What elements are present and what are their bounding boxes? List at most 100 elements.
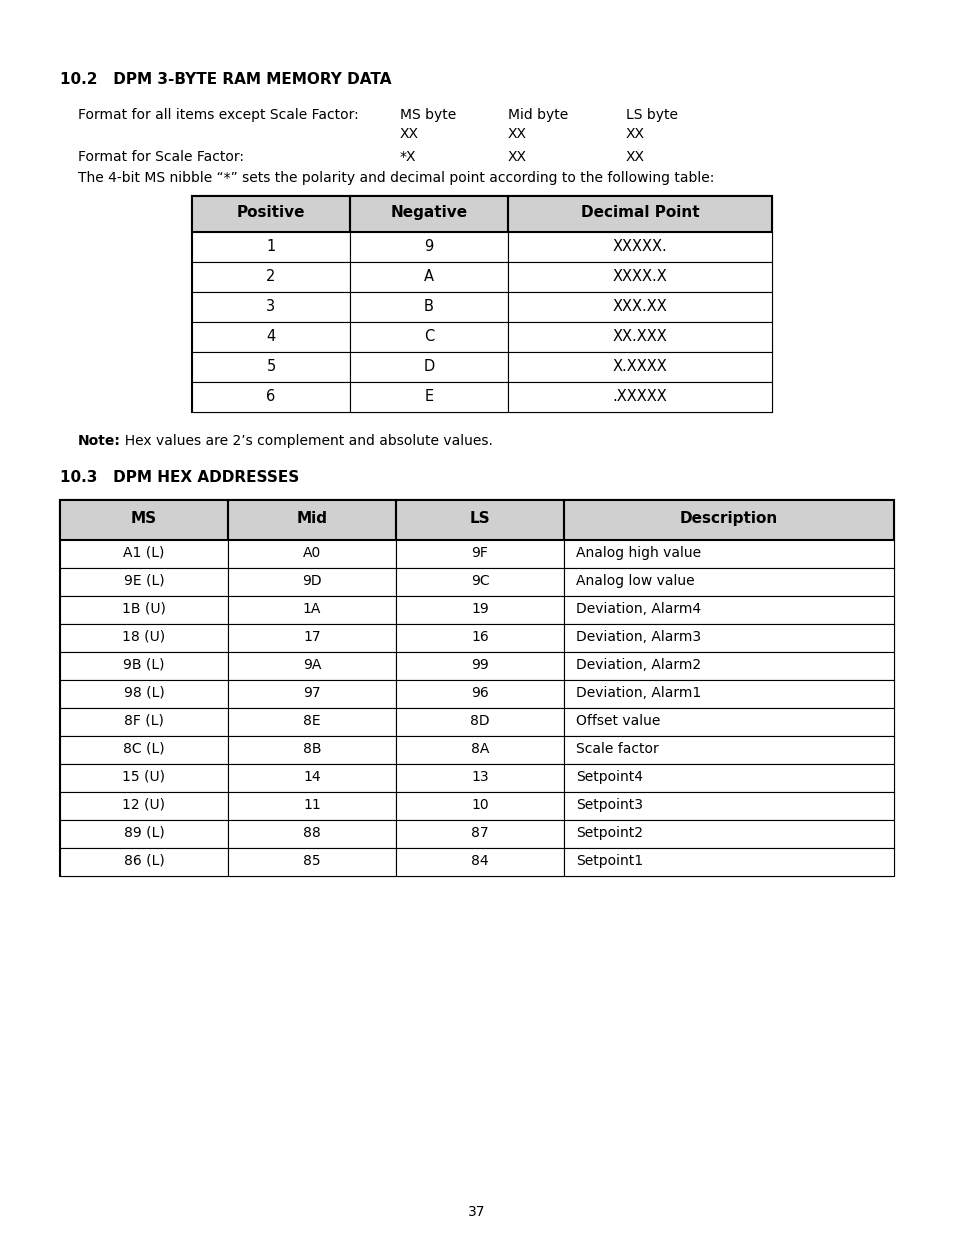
Bar [350, 262, 507, 291]
Bar [507, 291, 771, 322]
Text: 10.2   DPM 3-BYTE RAM MEMORY DATA: 10.2 DPM 3-BYTE RAM MEMORY DATA [60, 72, 391, 86]
Bar [228, 792, 395, 820]
Bar [395, 764, 563, 792]
Text: 1: 1 [266, 240, 275, 254]
Text: Scale factor: Scale factor [576, 742, 659, 756]
Text: Format for Scale Factor:: Format for Scale Factor: [78, 149, 244, 164]
Bar [563, 848, 893, 876]
Text: 3: 3 [266, 299, 275, 314]
Bar [192, 382, 350, 412]
Bar [395, 736, 563, 764]
Bar [192, 291, 350, 322]
Text: 97: 97 [303, 685, 320, 700]
Bar [507, 322, 771, 352]
Bar [60, 568, 228, 597]
Bar [350, 232, 507, 262]
Text: 8C (L): 8C (L) [123, 742, 165, 756]
Bar [192, 322, 350, 352]
Bar [228, 848, 395, 876]
Bar [350, 322, 507, 352]
Text: Format for all items except Scale Factor:: Format for all items except Scale Factor… [78, 107, 358, 122]
Bar [563, 792, 893, 820]
Text: XX: XX [399, 127, 418, 141]
Bar [563, 540, 893, 568]
Text: Positive: Positive [236, 205, 305, 220]
Text: Deviation, Alarm4: Deviation, Alarm4 [576, 601, 700, 616]
Text: 13: 13 [471, 769, 488, 784]
Bar [60, 500, 228, 540]
Bar [395, 652, 563, 680]
Text: 99: 99 [471, 658, 488, 672]
Text: 8A: 8A [471, 742, 489, 756]
Text: XXXXX.: XXXXX. [612, 240, 667, 254]
Bar [192, 196, 350, 232]
Bar [60, 652, 228, 680]
Text: Deviation, Alarm2: Deviation, Alarm2 [576, 658, 700, 672]
Text: 8F (L): 8F (L) [124, 714, 164, 727]
Text: 19: 19 [471, 601, 488, 616]
Bar [507, 262, 771, 291]
Bar [228, 540, 395, 568]
Text: 85: 85 [303, 853, 320, 868]
Text: 10: 10 [471, 798, 488, 811]
Bar [395, 708, 563, 736]
Bar [60, 540, 228, 568]
Bar [563, 500, 893, 540]
Text: XXX.XX: XXX.XX [612, 299, 667, 314]
Text: 18 (U): 18 (U) [122, 630, 166, 643]
Bar [228, 708, 395, 736]
Text: B: B [424, 299, 434, 314]
Bar [228, 652, 395, 680]
Bar [60, 500, 228, 540]
Text: 8E: 8E [303, 714, 320, 727]
Bar [228, 597, 395, 624]
Text: 6: 6 [266, 389, 275, 404]
Bar [395, 568, 563, 597]
Text: 10.3   DPM HEX ADDRESSES: 10.3 DPM HEX ADDRESSES [60, 471, 299, 485]
Bar [563, 680, 893, 708]
Bar [192, 352, 350, 382]
Text: LS byte: LS byte [625, 107, 678, 122]
Text: 98 (L): 98 (L) [124, 685, 164, 700]
Bar [60, 624, 228, 652]
Bar [563, 652, 893, 680]
Bar [228, 500, 395, 540]
Text: Analog high value: Analog high value [576, 546, 700, 559]
Bar [60, 848, 228, 876]
Text: MS: MS [131, 511, 157, 526]
Bar [350, 352, 507, 382]
Text: 37: 37 [468, 1205, 485, 1219]
Bar [563, 736, 893, 764]
Text: *X: *X [399, 149, 416, 164]
Text: 12 (U): 12 (U) [122, 798, 165, 811]
Bar [228, 736, 395, 764]
Text: D: D [423, 359, 435, 374]
Text: 8D: 8D [470, 714, 489, 727]
Text: 9F: 9F [471, 546, 488, 559]
Bar [192, 196, 350, 232]
Bar [563, 624, 893, 652]
Text: 88: 88 [303, 826, 320, 840]
Text: MS byte: MS byte [399, 107, 456, 122]
Text: Setpoint2: Setpoint2 [576, 826, 642, 840]
Text: 9D: 9D [302, 574, 321, 588]
Bar [60, 708, 228, 736]
Text: X.XXXX: X.XXXX [612, 359, 667, 374]
Bar [60, 736, 228, 764]
Bar [563, 500, 893, 540]
Bar [395, 500, 563, 540]
Text: Analog low value: Analog low value [576, 574, 694, 588]
Text: Setpoint4: Setpoint4 [576, 769, 642, 784]
Bar [192, 262, 350, 291]
Bar [228, 820, 395, 848]
Bar [563, 568, 893, 597]
Bar [228, 764, 395, 792]
Text: .XXXXX: .XXXXX [612, 389, 667, 404]
Text: Mid: Mid [296, 511, 327, 526]
Text: 9A: 9A [302, 658, 321, 672]
Bar [507, 382, 771, 412]
Bar [192, 196, 771, 412]
Bar [507, 196, 771, 232]
Bar [507, 196, 771, 232]
Bar [395, 680, 563, 708]
